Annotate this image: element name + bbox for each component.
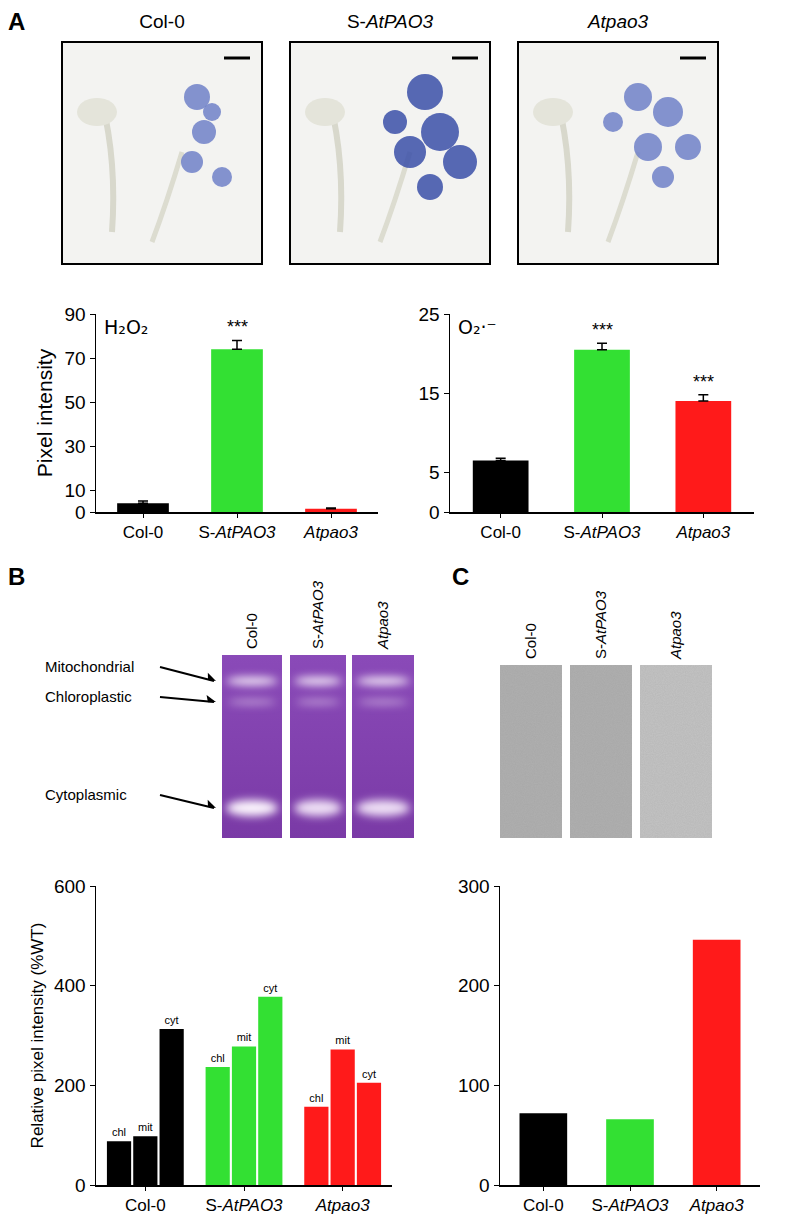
svg-text:S-AtPAO3: S-AtPAO3: [309, 580, 326, 649]
svg-text:Atpao3: Atpao3: [667, 611, 684, 660]
svg-text:***: ***: [227, 317, 248, 337]
svg-text:10: 10: [65, 480, 86, 501]
svg-text:mit: mit: [138, 1121, 153, 1133]
svg-text:S-AtPAO3: S-AtPAO3: [205, 1196, 283, 1215]
svg-text:Pixel intensity: Pixel intensity: [33, 348, 56, 477]
svg-text:S-AtPAO3: S-AtPAO3: [591, 1196, 669, 1215]
svg-text:200: 200: [458, 975, 490, 996]
svg-text:Atpao3: Atpao3: [303, 523, 358, 542]
svg-text:Atpao3: Atpao3: [587, 11, 649, 32]
svg-text:Mitochondrial: Mitochondrial: [45, 658, 134, 675]
svg-text:Cytoplasmic: Cytoplasmic: [45, 786, 127, 803]
svg-text:Chloroplastic: Chloroplastic: [45, 688, 132, 705]
svg-text:S-AtPAO3: S-AtPAO3: [592, 590, 609, 659]
svg-text:Col-0: Col-0: [125, 1196, 166, 1215]
svg-text:mit: mit: [237, 1031, 252, 1043]
svg-text:O₂·⁻: O₂·⁻: [458, 316, 497, 338]
svg-text:0: 0: [75, 1175, 86, 1196]
svg-text:Atpao3: Atpao3: [675, 523, 730, 542]
svg-text:Col-0: Col-0: [480, 523, 521, 542]
svg-text:S-AtPAO3: S-AtPAO3: [563, 523, 641, 542]
svg-text:cyt: cyt: [362, 1068, 376, 1080]
svg-text:25: 25: [419, 304, 440, 325]
svg-text:200: 200: [54, 1075, 86, 1096]
svg-text:Col-0: Col-0: [139, 11, 184, 32]
svg-text:Atpao3: Atpao3: [689, 1196, 744, 1215]
svg-text:***: ***: [592, 320, 613, 340]
svg-text:0: 0: [75, 502, 86, 523]
svg-text:400: 400: [54, 975, 86, 996]
svg-text:Atpao3: Atpao3: [315, 1196, 370, 1215]
svg-text:Col-0: Col-0: [123, 523, 164, 542]
svg-text:C: C: [452, 563, 469, 590]
svg-text:cyt: cyt: [263, 982, 277, 994]
svg-text:Relative pixel intensity (%WT): Relative pixel intensity (%WT): [28, 923, 47, 1149]
svg-text:S-AtPAO3: S-AtPAO3: [198, 523, 276, 542]
svg-text:Atpao3: Atpao3: [374, 601, 391, 650]
svg-text:600: 600: [54, 876, 86, 897]
svg-text:5: 5: [429, 462, 440, 483]
svg-text:0: 0: [479, 1175, 490, 1196]
svg-text:chl: chl: [211, 1052, 225, 1064]
svg-text:chl: chl: [309, 1092, 323, 1104]
svg-text:Col-0: Col-0: [523, 1196, 564, 1215]
svg-text:50: 50: [65, 392, 86, 413]
svg-text:Col-0: Col-0: [522, 623, 539, 659]
svg-text:Col-0: Col-0: [243, 613, 260, 649]
svg-text:B: B: [8, 563, 25, 590]
svg-text:***: ***: [693, 372, 714, 392]
svg-text:A: A: [8, 8, 25, 35]
svg-text:30: 30: [65, 436, 86, 457]
svg-text:100: 100: [458, 1075, 490, 1096]
svg-text:300: 300: [458, 876, 490, 897]
svg-text:chl: chl: [112, 1126, 126, 1138]
svg-text:90: 90: [65, 304, 86, 325]
svg-text:cyt: cyt: [165, 1014, 179, 1026]
svg-text:mit: mit: [335, 1034, 350, 1046]
svg-text:70: 70: [65, 348, 86, 369]
svg-text:15: 15: [419, 383, 440, 404]
svg-text:0: 0: [429, 502, 440, 523]
svg-text:S-AtPAO3: S-AtPAO3: [347, 11, 434, 32]
svg-text:H₂O₂: H₂O₂: [104, 316, 148, 338]
